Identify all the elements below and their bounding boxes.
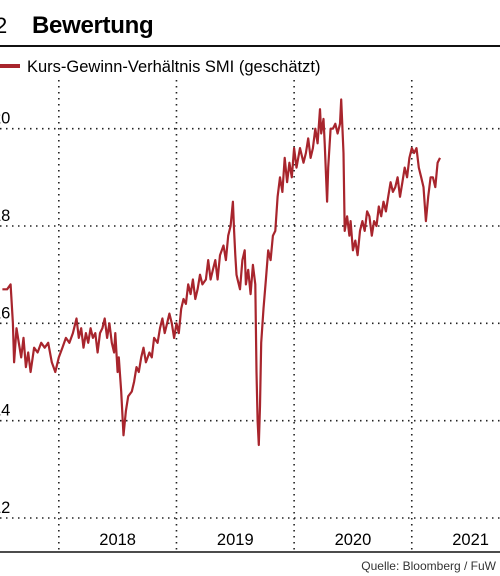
chart-number: 2: [0, 13, 7, 38]
y-tick-label: 18: [0, 207, 10, 225]
x-tick-label: 2018: [99, 531, 136, 549]
grid: [0, 80, 500, 552]
x-tick-label: 2019: [217, 531, 254, 549]
chart-title: Bewertung: [32, 12, 153, 39]
x-tick-label: 2020: [335, 531, 372, 549]
series-line-kgv-smi: [2, 98, 441, 447]
y-tick-label: 16: [0, 304, 10, 322]
legend-label: Kurs-Gewinn-Verhältnis SMI (geschätzt): [27, 58, 320, 76]
y-tick-label: 12: [0, 499, 10, 517]
source-note: Quelle: Bloomberg / FuW: [361, 559, 496, 573]
y-tick-label: 14: [0, 402, 10, 420]
x-tick-label: 2021: [452, 531, 489, 549]
y-tick-label: 20: [0, 110, 10, 128]
x-axis-ticks: 2018 2019 2020 2021: [99, 531, 489, 549]
y-axis-ticks: 12 14 16 18 20: [0, 110, 10, 517]
